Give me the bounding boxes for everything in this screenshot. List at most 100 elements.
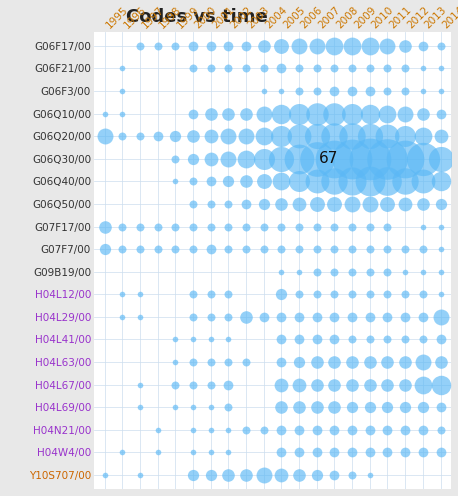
Point [136,132,143,140]
Point [224,290,232,298]
Point [136,42,143,50]
Point [384,313,391,321]
Point [366,335,373,343]
Point [402,358,409,366]
Point [366,42,373,50]
Point [419,403,426,411]
Point [207,290,214,298]
Point [119,87,126,95]
Point [437,223,444,231]
Point [331,200,338,208]
Point [437,268,444,276]
Point [349,223,356,231]
Point [172,223,179,231]
Point [419,335,426,343]
Point [437,313,444,321]
Point [278,448,285,456]
Point [349,87,356,95]
Point [224,403,232,411]
Point [295,448,303,456]
Point [278,200,285,208]
Point [136,245,143,253]
Point [101,245,108,253]
Point [384,358,391,366]
Point [278,87,285,95]
Point [313,426,321,434]
Point [419,110,426,118]
Point [260,64,267,72]
Point [189,380,196,388]
Point [260,132,267,140]
Point [189,132,196,140]
Point [189,64,196,72]
Point [119,290,126,298]
Point [313,268,321,276]
Point [437,426,444,434]
Point [349,178,356,186]
Point [331,448,338,456]
Point [136,313,143,321]
Point [242,155,250,163]
Point [349,358,356,366]
Point [242,358,250,366]
Point [207,200,214,208]
Point [154,132,161,140]
Point [119,245,126,253]
Point [366,268,373,276]
Point [366,132,373,140]
Point [172,358,179,366]
Point [295,223,303,231]
Point [366,200,373,208]
Point [437,64,444,72]
Point [189,313,196,321]
Point [260,155,267,163]
Point [207,471,214,479]
Point [260,110,267,118]
Point [419,178,426,186]
Point [224,155,232,163]
Point [384,426,391,434]
Point [437,403,444,411]
Point [207,426,214,434]
Point [384,64,391,72]
Point [437,155,444,163]
Point [402,245,409,253]
Point [242,223,250,231]
Point [189,42,196,50]
Point [119,223,126,231]
Point [331,132,338,140]
Point [278,380,285,388]
Point [207,64,214,72]
Point [154,448,161,456]
Point [278,178,285,186]
Point [278,290,285,298]
Point [384,87,391,95]
Point [331,335,338,343]
Point [331,290,338,298]
Point [331,471,338,479]
Point [224,380,232,388]
Point [402,403,409,411]
Point [224,313,232,321]
Point [366,403,373,411]
Point [207,335,214,343]
Point [313,448,321,456]
Point [384,110,391,118]
Point [331,380,338,388]
Point [207,178,214,186]
Point [349,380,356,388]
Point [349,471,356,479]
Point [402,178,409,186]
Point [295,132,303,140]
Point [402,335,409,343]
Point [384,290,391,298]
Point [224,335,232,343]
Point [366,426,373,434]
Point [366,64,373,72]
Point [437,132,444,140]
Point [331,42,338,50]
Point [313,132,321,140]
Point [331,358,338,366]
Point [349,290,356,298]
Point [295,335,303,343]
